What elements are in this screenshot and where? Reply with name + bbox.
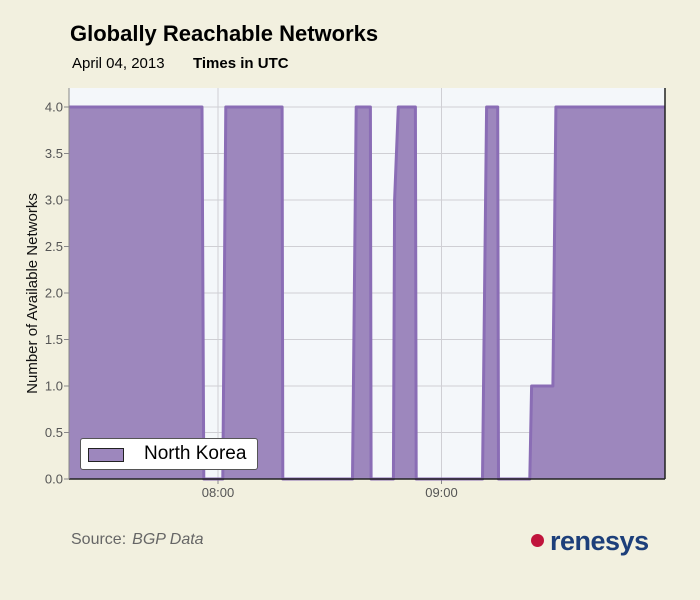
x-tick-label: 09:00 (425, 485, 458, 500)
chart-date: April 04, 2013 (72, 55, 165, 72)
logo-dot-icon (531, 534, 544, 547)
y-tick-label: 2.5 (45, 239, 63, 254)
y-tick-label: 4.0 (45, 100, 63, 115)
y-tick-label: 0.0 (45, 472, 63, 487)
y-tick-label: 3.0 (45, 193, 63, 208)
chart-title: Globally Reachable Networks (70, 21, 379, 46)
y-tick-label: 2.0 (45, 286, 63, 301)
source-note: Source: BGP Data (71, 531, 204, 549)
legend-swatch (88, 448, 124, 462)
y-tick-label: 1.0 (45, 379, 63, 394)
y-tick-label: 0.5 (45, 425, 63, 440)
legend: North Korea (80, 438, 258, 470)
renesys-logo: renesys (531, 526, 649, 557)
source-value: BGP Data (132, 531, 204, 548)
timezone-label: Times in UTC (193, 55, 289, 72)
source-label: Source: (71, 531, 127, 548)
y-axis-label: Number of Available Networks (24, 193, 41, 394)
x-tick-label: 08:00 (202, 485, 235, 500)
series-area (69, 107, 665, 479)
legend-label: North Korea (144, 443, 247, 464)
y-tick-label: 1.5 (45, 332, 63, 347)
y-tick-label: 3.5 (45, 146, 63, 161)
logo-text: renesys (550, 526, 649, 556)
